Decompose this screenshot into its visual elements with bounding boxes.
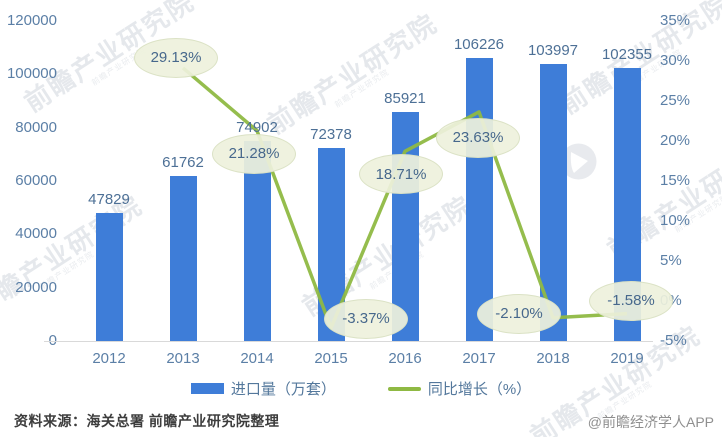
left-axis-tick: 60000 — [15, 172, 57, 189]
source-note: 资料来源：海关总署 前瞻产业研究院整理 — [14, 413, 280, 429]
growth-point-label-2019: -1.58% — [589, 280, 673, 321]
x-axis-label-2019: 2019 — [610, 350, 644, 367]
bar-value-label-2012: 47829 — [88, 191, 130, 209]
bar-value-label-2015: 72378 — [310, 125, 352, 143]
left-axis-tick: 80000 — [15, 118, 57, 136]
bar-value-label-2014: 74902 — [236, 119, 278, 137]
x-axis-label-2012: 2012 — [92, 350, 126, 367]
x-axis-label-2015: 2015 — [314, 350, 348, 367]
growth-point-label-2014: 21.28% — [212, 133, 296, 174]
legend-line-swatch — [387, 386, 421, 391]
x-axis-label-2014: 2014 — [240, 350, 274, 367]
right-axis-tick: 5% — [660, 252, 682, 269]
legend-item-import-volume: 进口量（万套） — [190, 378, 336, 399]
bar-value-label-2017: 106226 — [453, 35, 505, 53]
bar-value-label-2018: 103997 — [527, 41, 579, 59]
growth-point-label-2013: 29.13% — [134, 37, 218, 78]
growth-point-label-2015: -3.37% — [324, 298, 408, 339]
right-axis-tick: 35% — [660, 12, 691, 29]
bar-value-label-2013: 61762 — [162, 154, 204, 172]
right-axis-tick: 20% — [660, 132, 691, 149]
growth-point-label-2018: -2.10% — [477, 293, 561, 334]
credit-note: @前瞻经济学人APP — [587, 414, 714, 430]
right-axis-tick: 10% — [660, 212, 691, 229]
bar-value-label-2019: 102355 — [601, 46, 653, 64]
growth-line — [181, 66, 628, 330]
bar-2013 — [169, 176, 197, 341]
left-axis-tick: 120000 — [6, 12, 57, 29]
legend-label: 同比增长（%） — [427, 381, 532, 398]
bar-2014 — [243, 141, 271, 341]
left-axis-tick: 0 — [0, 332, 57, 349]
legend-bar-swatch — [190, 383, 224, 394]
bar-value-label-2016: 85921 — [384, 89, 426, 107]
right-axis-tick: -5% — [660, 332, 687, 349]
bar-2012 — [95, 213, 123, 341]
chart-legend: 进口量（万套） 同比增长（%） — [0, 378, 722, 399]
left-axis-tick: 20000 — [15, 278, 57, 296]
legend-label: 进口量（万套） — [230, 381, 336, 398]
x-axis-label-2017: 2017 — [462, 350, 496, 367]
right-axis-tick: 30% — [660, 52, 691, 69]
right-axis-tick: 15% — [660, 172, 691, 189]
growth-point-label-2016: 18.71% — [359, 154, 443, 195]
x-axis-label-2018: 2018 — [536, 350, 570, 367]
left-axis-tick: 40000 — [15, 225, 57, 243]
x-axis-label-2016: 2016 — [388, 350, 422, 367]
left-axis-tick: 100000 — [6, 65, 57, 83]
bar-2017 — [465, 57, 493, 341]
legend-item-yoy-growth: 同比增长（%） — [387, 378, 532, 399]
x-axis-line — [44, 341, 653, 342]
growth-point-label-2017: 23.63% — [436, 117, 520, 158]
x-axis-label-2013: 2013 — [166, 350, 200, 367]
right-axis-tick: 25% — [660, 92, 691, 109]
